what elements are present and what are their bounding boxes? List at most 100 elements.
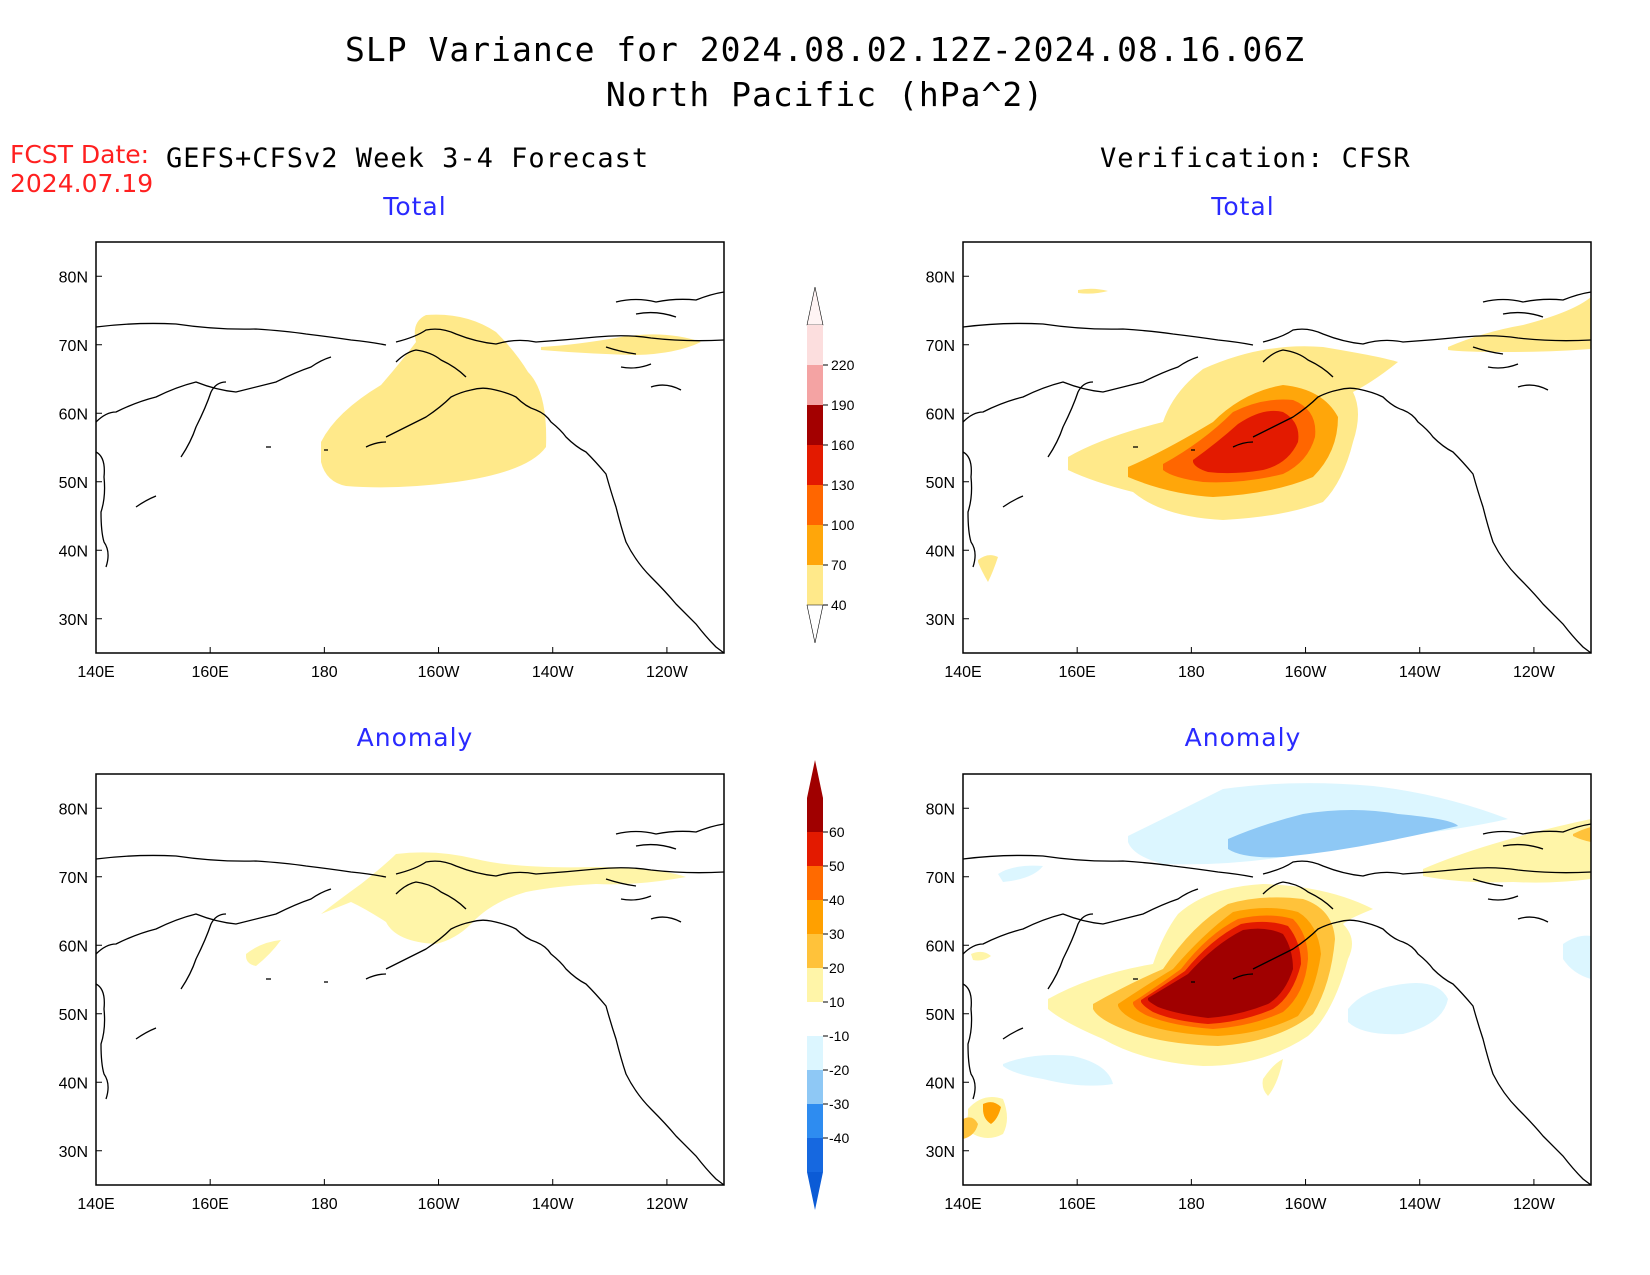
lon-tick-label: 120W	[1513, 664, 1556, 681]
colorbar-total-label: 130	[831, 477, 855, 493]
colorbar-swatch	[807, 365, 823, 405]
lat-tick-label: 30N	[926, 1144, 955, 1161]
colorbar-swatch	[807, 832, 823, 866]
lon-tick-label: 180	[311, 1196, 338, 1213]
map-verification-total: 140E 160E 180 160W 140W 120W 80N 70N 60N 50N 40N 30…	[926, 241, 1592, 681]
colorbar-anomaly: -40 -30 -20 -10 10 20 30 40 50 60	[800, 758, 860, 1212]
shading-forecast-anomaly	[246, 852, 686, 966]
lon-tick-label: 140E	[77, 664, 114, 681]
map-axes: 140E 160E 180 160W 140W 120W 80N 70N 60N 50N 40N 30…	[926, 269, 1556, 681]
colorbar-top-arrow	[806, 286, 824, 326]
lon-tick-label: 140W	[532, 664, 575, 681]
verification-header: Verification: CFSR	[1100, 143, 1411, 174]
colorbar-total-label: 100	[831, 517, 855, 533]
map-frame	[95, 773, 725, 1186]
map-forecast-anomaly: 140E 160E 180 160W 140W 120W 80N 70N 60N 50N 40N 30…	[59, 773, 725, 1213]
colorbar-total-label: 220	[831, 357, 855, 373]
panel-title-forecast-anomaly: Anomaly	[356, 723, 474, 752]
lat-tick-label: 40N	[926, 1075, 955, 1092]
colorbar-swatch	[807, 1070, 823, 1104]
lon-tick-label: 120W	[646, 664, 689, 681]
colorbar-swatch	[807, 1036, 823, 1070]
colorbar-swatch	[807, 934, 823, 968]
forecast-date-value: 2024.07.19	[10, 169, 154, 198]
lon-tick-label: 140E	[944, 1196, 981, 1213]
map-forecast-total: 140E 160E 180 160W 140W 120W 80N 70N 60N 50N 40N 30…	[59, 241, 725, 681]
lat-tick-label: 80N	[59, 801, 88, 818]
lat-tick-label: 60N	[59, 938, 88, 955]
forecast-date-label: FCST Date:	[10, 140, 150, 169]
lon-tick-label: 140W	[1399, 664, 1442, 681]
lat-tick-label: 80N	[59, 269, 88, 286]
map-panel-forecast-anomaly: 140E 160E 180 160W 140W 120W 80N 70N 60N 50N 40N 30…	[59, 773, 725, 1213]
colorbar-bottom-arrow	[807, 1172, 823, 1210]
colorbar-anomaly-label: -30	[829, 1096, 849, 1112]
colorbar-swatch	[807, 1138, 823, 1172]
lon-tick-label: 160E	[191, 664, 228, 681]
colorbar-swatch	[807, 1104, 823, 1138]
map-panel-verification-total: 140E 160E 180 160W 140W 120W 80N 70N 60N 50N 40N 30…	[926, 241, 1592, 681]
lat-tick-label: 40N	[926, 543, 955, 560]
colorbar-total-svg: 40 70 100 130 160 190 220	[806, 286, 855, 644]
shading-verification-anomaly	[963, 783, 1591, 1139]
map-panel-verification-anomaly: 140E 160E 180 160W 140W 120W 80N 70N 60N 50N 40N 30…	[926, 773, 1592, 1213]
colorbar-anomaly-svg: -40 -30 -20 -10 10 20 30 40 50 60	[807, 760, 849, 1210]
panel-title-verification-total: Total	[1211, 192, 1275, 221]
lat-tick-label: 70N	[926, 870, 955, 887]
lat-tick-label: 40N	[59, 543, 88, 560]
colorbar-swatch	[807, 325, 823, 365]
colorbar-anomaly-label: -20	[829, 1062, 849, 1078]
shading-verification-total	[978, 288, 1591, 582]
map-axes: 140E 160E 180 160W 140W 120W 80N 70N 60N 50N 40N 30…	[59, 269, 689, 681]
lat-tick-label: 50N	[926, 1007, 955, 1024]
lat-tick-label: 50N	[59, 475, 88, 492]
colorbar-swatch	[807, 1002, 823, 1036]
map-verification-anomaly: 140E 160E 180 160W 140W 120W 80N 70N 60N 50N 40N 30…	[926, 773, 1592, 1213]
lat-tick-label: 50N	[926, 475, 955, 492]
lon-tick-label: 140E	[944, 664, 981, 681]
coastlines	[962, 291, 1592, 654]
lon-tick-label: 140W	[532, 1196, 575, 1213]
colorbar-total-label: 40	[831, 597, 847, 613]
lat-tick-label: 30N	[926, 612, 955, 629]
lat-tick-label: 40N	[59, 1075, 88, 1092]
lon-tick-label: 180	[1178, 664, 1205, 681]
colorbar-swatch	[807, 968, 823, 1002]
lat-tick-label: 70N	[926, 338, 955, 355]
lon-tick-label: 160W	[418, 664, 461, 681]
colorbar-anomaly-label: -10	[829, 1028, 849, 1044]
colorbar-swatch	[807, 798, 823, 832]
lon-tick-label: 160W	[418, 1196, 461, 1213]
colorbar-swatch	[807, 405, 823, 445]
lat-tick-label: 30N	[59, 612, 88, 629]
forecast-header: GEFS+CFSv2 Week 3-4 Forecast	[166, 143, 650, 174]
coastlines	[962, 823, 1592, 1186]
map-frame	[962, 773, 1592, 1186]
lon-tick-label: 160E	[191, 1196, 228, 1213]
colorbar-total-label: 160	[831, 437, 855, 453]
lon-tick-label: 180	[1178, 1196, 1205, 1213]
colorbar-swatch	[807, 565, 823, 605]
lat-tick-label: 60N	[926, 406, 955, 423]
lon-tick-label: 120W	[1513, 1196, 1556, 1213]
colorbar-swatch	[807, 900, 823, 934]
lat-tick-label: 30N	[59, 1144, 88, 1161]
lat-tick-label: 70N	[59, 870, 88, 887]
colorbar-swatch	[807, 866, 823, 900]
main-subtitle: North Pacific (hPa^2)	[605, 75, 1045, 114]
lat-tick-label: 50N	[59, 1007, 88, 1024]
panel-title-forecast-total: Total	[383, 192, 447, 221]
lon-tick-label: 140W	[1399, 1196, 1442, 1213]
lon-tick-label: 180	[311, 664, 338, 681]
lat-tick-label: 60N	[59, 406, 88, 423]
coastlines	[95, 291, 725, 654]
lon-tick-label: 160E	[1058, 664, 1095, 681]
lat-tick-label: 80N	[926, 269, 955, 286]
colorbar-anomaly-label: 10	[829, 994, 845, 1010]
colorbar-total-label: 190	[831, 397, 855, 413]
colorbar-swatch	[807, 485, 823, 525]
colorbar-anomaly-label: 30	[829, 926, 845, 942]
colorbar-anomaly-label: 20	[829, 960, 845, 976]
colorbar-anomaly-label: 40	[829, 892, 845, 908]
main-title: SLP Variance for 2024.08.02.12Z-2024.08.…	[345, 30, 1305, 69]
